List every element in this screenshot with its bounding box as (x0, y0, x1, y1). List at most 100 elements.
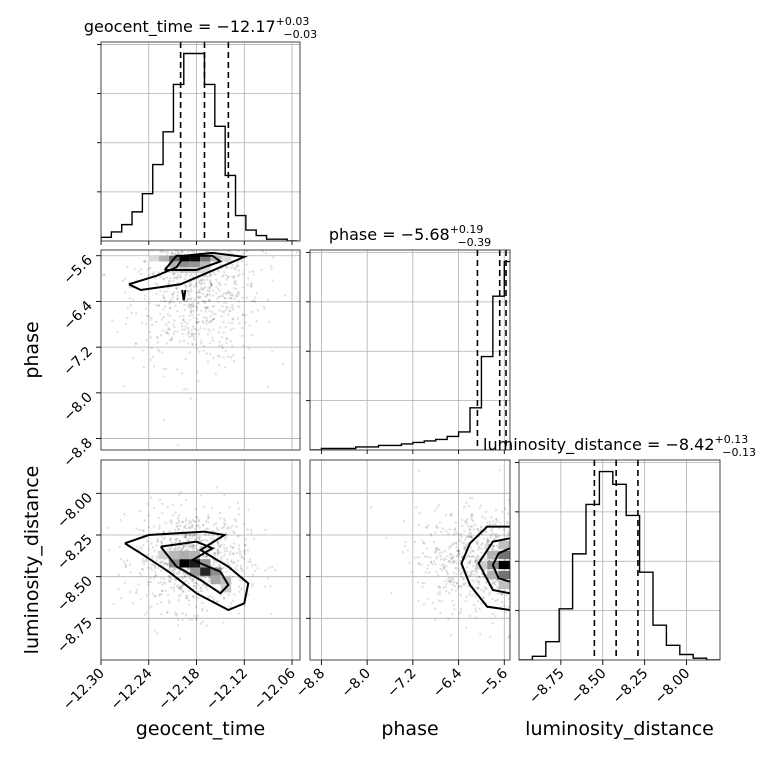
sample-point (529, 547, 531, 549)
sample-point (540, 567, 542, 569)
sample-point (510, 533, 512, 535)
sample-point (511, 578, 513, 580)
sample-point (193, 272, 196, 276)
sample-point (207, 516, 210, 519)
sample-point (184, 284, 187, 287)
sample-point (222, 210, 224, 212)
sample-point (233, 593, 236, 596)
sample-point (197, 313, 200, 316)
sample-point (222, 331, 225, 334)
sample-point (165, 331, 168, 335)
sample-point (194, 605, 198, 608)
sample-point (180, 586, 183, 589)
sample-point (200, 309, 203, 312)
sample-point (464, 626, 468, 629)
sample-point (222, 621, 225, 624)
sample-point (514, 551, 516, 553)
sample-point (514, 558, 516, 560)
sample-point (149, 577, 152, 580)
sample-point (183, 526, 186, 529)
sample-point (523, 563, 525, 565)
sample-point (507, 499, 510, 502)
sample-point (168, 221, 170, 223)
sample-point (158, 498, 162, 502)
sample-point (191, 305, 195, 309)
sample-point (484, 510, 488, 513)
sample-point (173, 330, 176, 333)
sample-point (232, 246, 234, 248)
sample-point (245, 250, 248, 253)
sample-point (547, 576, 549, 578)
sample-point (459, 539, 462, 542)
title-plus: +0.19 (450, 223, 484, 236)
sample-point (160, 589, 163, 593)
sample-point (439, 558, 443, 561)
sample-point (227, 321, 231, 324)
sample-point (160, 245, 162, 247)
sample-point (188, 527, 191, 530)
sample-point (253, 300, 257, 304)
sample-point (190, 250, 194, 253)
sample-point (519, 573, 521, 575)
sample-point (569, 589, 571, 591)
sample-point (176, 516, 180, 520)
density-cell (220, 255, 232, 262)
sample-point (220, 228, 222, 230)
sample-point (449, 544, 452, 548)
sample-point (208, 280, 211, 283)
sample-point (165, 323, 168, 326)
sample-point (182, 545, 186, 548)
sample-point (486, 542, 490, 546)
sample-point (424, 571, 427, 574)
sample-point (210, 284, 213, 288)
sample-point (197, 537, 200, 540)
sample-point (147, 525, 151, 529)
sample-point (181, 521, 185, 524)
sample-point (544, 577, 546, 579)
sample-point (196, 535, 200, 538)
sample-point (449, 552, 452, 556)
sample-point (206, 306, 209, 310)
sample-point (231, 263, 234, 267)
sample-point (478, 546, 481, 550)
sample-point (476, 587, 480, 590)
sample-point (193, 547, 196, 550)
sample-point (165, 562, 168, 565)
sample-point (184, 524, 188, 527)
sample-point (467, 525, 470, 528)
sample-point (166, 563, 169, 567)
sample-point (460, 571, 463, 575)
sample-point (191, 304, 194, 307)
sample-point (530, 566, 532, 568)
sample-point (456, 553, 459, 557)
sample-point (205, 316, 209, 320)
sample-point (131, 228, 133, 230)
sample-point (558, 586, 560, 588)
sample-point (536, 534, 538, 536)
sample-point (168, 574, 171, 578)
density-cell (189, 567, 201, 576)
sample-point (522, 557, 524, 559)
sample-point (173, 246, 175, 248)
sample-point (143, 297, 146, 301)
sample-point (200, 244, 202, 246)
sample-point (250, 281, 253, 285)
sample-point (495, 586, 499, 589)
sample-point (534, 582, 536, 584)
sample-point (155, 559, 158, 563)
sample-point (185, 536, 188, 540)
sample-point (455, 562, 459, 565)
sample-point (570, 537, 572, 539)
sample-point (525, 557, 527, 559)
sample-point (199, 242, 201, 244)
sample-point (151, 272, 154, 276)
sample-point (266, 385, 270, 388)
sample-point (490, 582, 494, 586)
sample-point (186, 595, 189, 598)
sample-point (476, 555, 479, 559)
sample-point (240, 202, 242, 204)
sample-point (208, 576, 211, 580)
sample-point (260, 213, 262, 215)
sample-point (543, 556, 545, 558)
sample-point (514, 556, 516, 558)
